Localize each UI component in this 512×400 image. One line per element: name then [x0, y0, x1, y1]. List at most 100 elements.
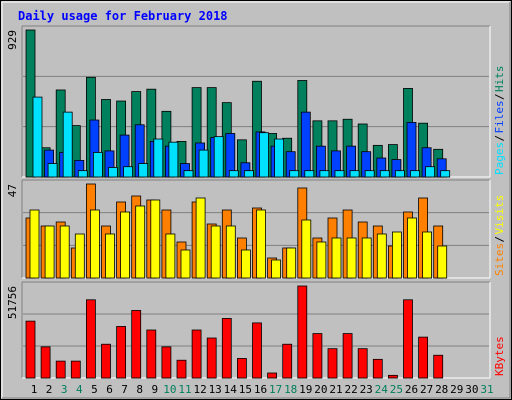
chart-title: Daily usage for February 2018 — [18, 9, 228, 23]
hits-panel-bar-pages-day-28 — [440, 170, 451, 178]
hits-panel-bar-pages-day-15 — [243, 170, 254, 178]
hits-panel-bar-pages-day-24 — [379, 170, 390, 178]
kbytes-panel-bar-kbytes-day-23 — [357, 348, 368, 379]
hits-panel-bar-pages-day-4 — [77, 170, 88, 178]
x-tick-label-day-23: 23 — [360, 383, 373, 396]
hits-panel-bar-pages-day-21 — [334, 170, 345, 178]
visits-panel-bar-sites-day-21 — [331, 237, 342, 279]
kbytes-panel-bar-kbytes-day-10 — [161, 346, 172, 379]
visits-panel-bar-sites-day-11 — [180, 249, 191, 279]
visits-panel-bar-sites-day-2 — [44, 225, 55, 279]
kbytes-panel-bar-kbytes-day-4 — [70, 360, 81, 379]
kbytes-panel-bar-kbytes-day-21 — [327, 348, 338, 379]
x-tick-label-day-17: 17 — [269, 383, 282, 396]
kbytes-panel-bar-kbytes-day-3 — [55, 360, 66, 379]
kbytes-panel-bar-kbytes-day-13 — [206, 337, 217, 379]
visits-panel-bar-sites-day-16 — [256, 209, 266, 279]
hits-panel-bar-pages-day-10 — [168, 141, 179, 178]
x-tick-label-day-29: 29 — [450, 383, 463, 396]
hits-panel-bar-pages-day-22 — [349, 170, 360, 178]
visits-panel-bar-sites-day-26 — [407, 217, 417, 279]
hits-panel-legend-pages: Pages — [493, 142, 506, 175]
visits-panel-legend-separator: / — [493, 236, 506, 243]
kbytes-panel-bar-kbytes-day-14 — [221, 318, 232, 379]
x-tick-label-day-6: 6 — [106, 383, 113, 396]
x-tick-label-day-15: 15 — [239, 383, 252, 396]
x-tick-label-day-26: 26 — [405, 383, 418, 396]
kbytes-panel-bar-kbytes-day-12 — [191, 329, 202, 379]
visits-panel-max-label: 47 — [6, 184, 19, 197]
kbytes-panel-bar-kbytes-day-11 — [176, 359, 187, 379]
x-tick-label-day-21: 21 — [329, 383, 342, 396]
x-tick-label-day-10: 10 — [163, 383, 176, 396]
x-tick-label-day-1: 1 — [31, 383, 38, 396]
kbytes-panel-bar-kbytes-day-16 — [252, 322, 262, 379]
hits-panel-bar-pages-day-18 — [289, 170, 300, 178]
visits-panel-bar-sites-day-8 — [135, 205, 146, 279]
hits-panel-bar-pages-day-27 — [425, 166, 436, 178]
hits-panel-bar-pages-day-1 — [32, 96, 43, 178]
kbytes-panel-bar-kbytes-day-8 — [131, 310, 142, 379]
x-tick-label-day-13: 13 — [209, 383, 222, 396]
visits-panel-bar-sites-day-5 — [90, 209, 100, 279]
x-tick-label-day-9: 9 — [151, 383, 158, 396]
x-tick-label-day-8: 8 — [136, 383, 143, 396]
visits-panel-bar-sites-day-13 — [210, 225, 221, 279]
kbytes-panel-bar-kbytes-day-7 — [116, 326, 126, 379]
hits-panel-bar-pages-day-14 — [228, 170, 239, 178]
visits-panel-legend-sites: Sites — [493, 243, 506, 276]
x-tick-label-day-28: 28 — [435, 383, 448, 396]
hits-panel-legend-files: Files — [493, 100, 506, 133]
x-tick-label-day-19: 19 — [299, 383, 312, 396]
hits-panel-legend-hits: Hits — [493, 66, 506, 93]
visits-panel-bar-sites-day-4 — [74, 233, 85, 279]
hits-panel-bar-pages-day-2 — [47, 163, 58, 178]
kbytes-panel-bar-kbytes-day-28 — [433, 354, 444, 379]
x-tick-label-day-25: 25 — [390, 383, 403, 396]
kbytes-panel-bar-kbytes-day-19 — [297, 285, 308, 379]
x-tick-label-day-11: 11 — [178, 383, 191, 396]
hits-panel-bar-pages-day-5 — [93, 152, 103, 178]
kbytes-panel-max-label: 51756 — [6, 286, 19, 319]
kbytes-panel-bar-kbytes-day-9 — [146, 329, 157, 379]
hits-panel-bar-pages-day-3 — [62, 111, 73, 178]
visits-panel-bar-sites-day-1 — [29, 209, 40, 279]
hits-panel-legend-separator: / — [493, 93, 506, 100]
visits-panel-bar-sites-day-12 — [195, 197, 206, 279]
x-tick-label-day-22: 22 — [344, 383, 357, 396]
visits-panel-bar-sites-day-22 — [346, 237, 357, 279]
visits-panel-bar-sites-day-6 — [105, 233, 115, 279]
kbytes-panel-bar-kbytes-day-26 — [403, 299, 413, 379]
visits-panel-bar-sites-day-7 — [120, 211, 130, 279]
x-tick-label-day-27: 27 — [420, 383, 433, 396]
kbytes-panel-bar-kbytes-day-2 — [40, 346, 51, 379]
x-tick-label-day-30: 30 — [465, 383, 478, 396]
visits-panel-bar-sites-day-23 — [361, 237, 372, 279]
visits-panel-bar-sites-day-15 — [240, 249, 251, 279]
hits-panel-bar-pages-day-25 — [394, 170, 405, 178]
visits-panel-bar-sites-day-25 — [391, 231, 402, 279]
kbytes-panel-bar-kbytes-day-27 — [418, 336, 429, 379]
hits-panel-bar-pages-day-12 — [198, 149, 209, 178]
x-tick-label-day-5: 5 — [91, 383, 98, 396]
visits-panel-bar-sites-day-17 — [271, 259, 282, 279]
hits-panel-bar-pages-day-8 — [138, 163, 149, 178]
x-tick-label-day-4: 4 — [76, 383, 83, 396]
hits-panel-bar-pages-day-26 — [410, 170, 420, 178]
x-tick-label-day-16: 16 — [254, 383, 267, 396]
x-tick-label-day-31: 31 — [480, 383, 493, 396]
kbytes-panel-bar-kbytes-day-17 — [267, 372, 278, 379]
visits-panel-bar-sites-day-18 — [286, 247, 297, 279]
kbytes-panel-bar-kbytes-day-24 — [372, 358, 383, 379]
hits-panel-bar-files-day-26 — [406, 122, 417, 178]
x-tick-label-day-24: 24 — [375, 383, 389, 396]
visits-panel-bar-sites-day-19 — [301, 219, 312, 279]
visits-panel-bar-sites-day-20 — [316, 241, 327, 279]
visits-panel-bar-sites-day-10 — [165, 233, 176, 279]
x-tick-label-day-12: 12 — [193, 383, 206, 396]
hits-panel-bar-pages-day-13 — [213, 136, 224, 178]
visits-panel-bar-sites-day-3 — [59, 225, 70, 279]
hits-panel-bar-pages-day-20 — [319, 170, 330, 178]
kbytes-panel-bar-kbytes-day-5 — [86, 299, 96, 379]
